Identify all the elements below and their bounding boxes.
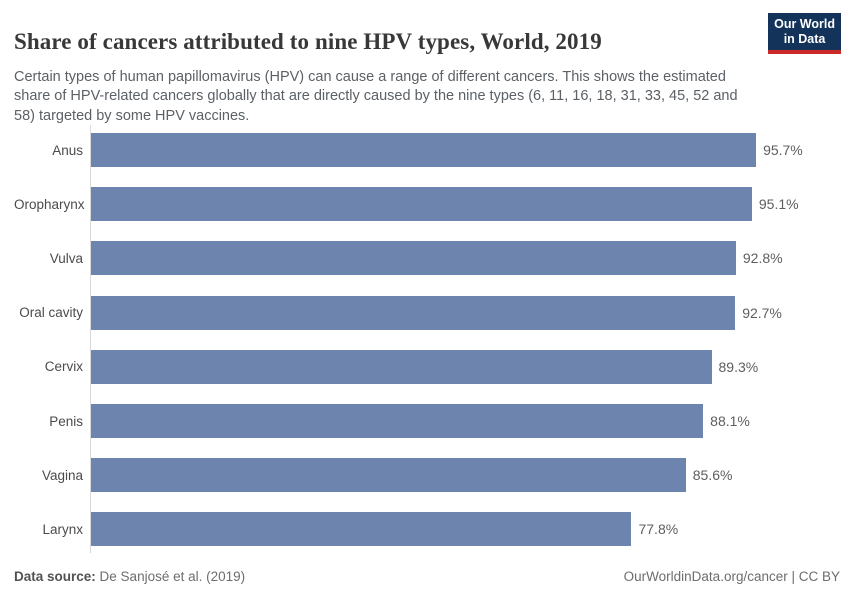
bar-chart: Anus 95.7% Oropharynx 95.1% Vulva 92.8% … bbox=[14, 123, 840, 559]
value-label: 89.3% bbox=[718, 358, 759, 375]
page-title: Share of cancers attributed to nine HPV … bbox=[14, 29, 602, 55]
category-label: Cervix bbox=[44, 359, 83, 375]
credit-link[interactable]: OurWorldinData.org/cancer | CC BY bbox=[623, 569, 840, 584]
value-label: 85.6% bbox=[692, 467, 733, 484]
owid-logo-line1: Our World bbox=[774, 17, 835, 31]
value-label: 95.7% bbox=[763, 142, 803, 159]
data-source-value: De Sanjosé et al. (2019) bbox=[99, 569, 246, 584]
value-label: 92.8% bbox=[742, 250, 783, 267]
owid-logo-box: Our World in Data bbox=[768, 13, 841, 50]
bar-row: Anus 95.7% bbox=[14, 123, 840, 177]
plot-cell: 95.7% bbox=[90, 123, 840, 177]
category-label: Larynx bbox=[42, 521, 83, 537]
bar[interactable] bbox=[90, 512, 632, 547]
bar-row: Oral cavity 92.7% bbox=[14, 286, 840, 340]
category-label: Vulva bbox=[49, 250, 83, 266]
category-label: Oropharynx bbox=[14, 196, 85, 212]
value-label: 88.1% bbox=[710, 413, 750, 430]
bar[interactable] bbox=[90, 295, 736, 330]
bar-row: Penis 88.1% bbox=[14, 394, 840, 448]
chart-subtitle: Certain types of human papillomavirus (H… bbox=[14, 68, 738, 124]
bar[interactable] bbox=[90, 458, 686, 493]
bar-row: Vagina 85.6% bbox=[14, 448, 840, 502]
bar-row: Oropharynx 95.1% bbox=[14, 177, 840, 231]
bar[interactable] bbox=[90, 241, 736, 276]
value-label: 77.8% bbox=[638, 521, 679, 538]
bar[interactable] bbox=[90, 349, 712, 384]
plot-cell: 85.6% bbox=[90, 448, 840, 502]
category-label: Anus bbox=[52, 142, 83, 158]
plot-cell: 89.3% bbox=[90, 340, 840, 394]
owid-logo-red-bar bbox=[768, 50, 841, 54]
plot-cell: 88.1% bbox=[90, 394, 840, 448]
plot-cell: 92.7% bbox=[90, 286, 840, 340]
y-axis-line bbox=[90, 125, 91, 553]
bar[interactable] bbox=[90, 404, 704, 439]
category-label: Vagina bbox=[41, 467, 83, 483]
category-label: Penis bbox=[49, 413, 83, 429]
plot-cell: 77.8% bbox=[90, 502, 840, 556]
category-label: Oral cavity bbox=[19, 305, 83, 321]
bar[interactable] bbox=[90, 133, 757, 168]
value-label: 95.1% bbox=[758, 196, 799, 213]
data-source: Data source: De Sanjosé et al. (2019) bbox=[14, 569, 245, 584]
bar[interactable] bbox=[90, 187, 752, 222]
bar-row: Vulva 92.8% bbox=[14, 231, 840, 285]
plot-cell: 92.8% bbox=[90, 231, 840, 285]
bar-row: Larynx 77.8% bbox=[14, 502, 840, 556]
chart-footer: Data source: De Sanjosé et al. (2019) Ou… bbox=[14, 569, 840, 584]
data-source-label: Data source: bbox=[14, 569, 96, 584]
owid-logo[interactable]: Our World in Data bbox=[768, 13, 841, 54]
value-label: 92.7% bbox=[742, 304, 782, 321]
owid-logo-line2: in Data bbox=[783, 32, 826, 46]
plot-cell: 95.1% bbox=[90, 177, 840, 231]
bar-rows: Anus 95.7% Oropharynx 95.1% Vulva 92.8% … bbox=[14, 123, 840, 557]
bar-row: Cervix 89.3% bbox=[14, 340, 840, 394]
